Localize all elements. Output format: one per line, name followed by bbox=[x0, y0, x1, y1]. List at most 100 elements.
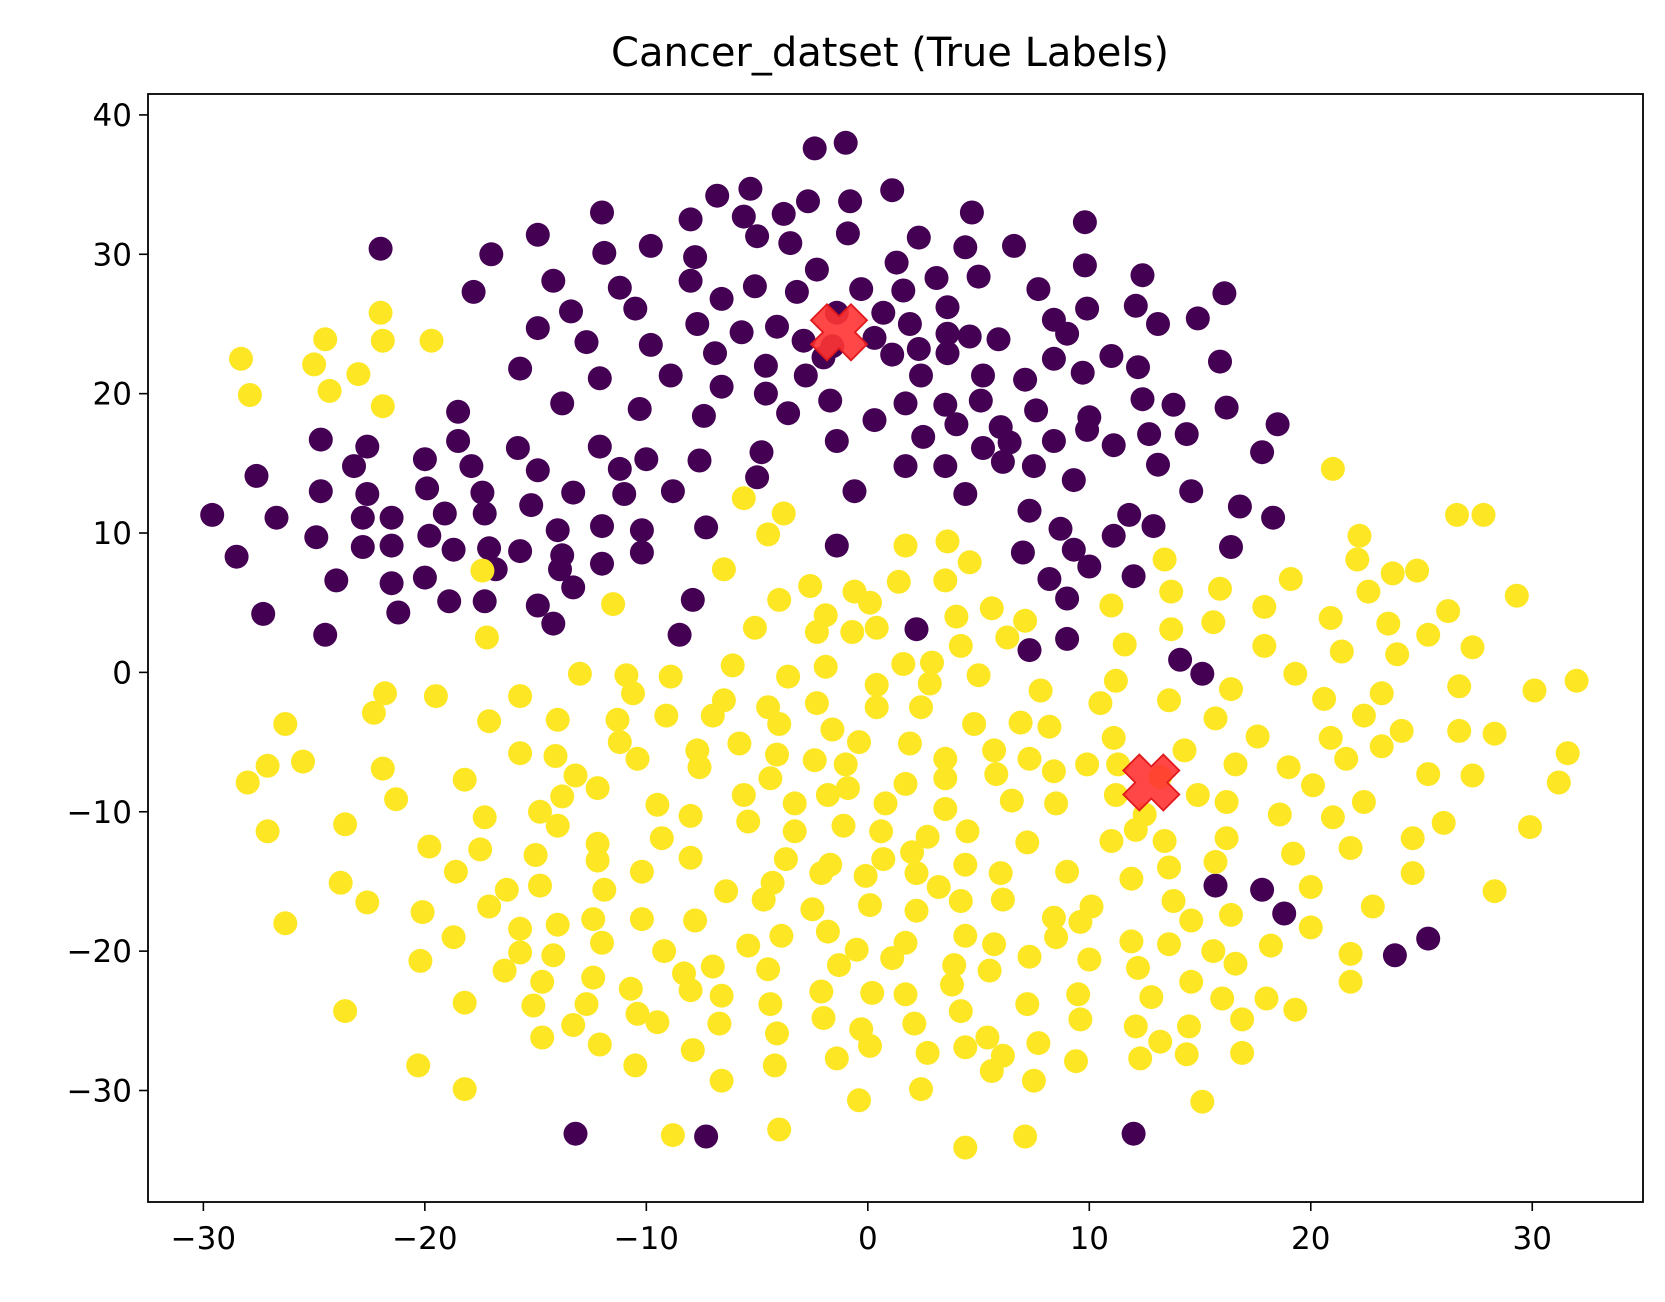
data-point bbox=[625, 1001, 650, 1026]
data-point bbox=[559, 299, 583, 324]
data-point bbox=[561, 1013, 586, 1037]
data-point bbox=[1117, 502, 1142, 527]
data-point bbox=[308, 479, 333, 504]
data-point bbox=[406, 1053, 431, 1078]
data-point bbox=[897, 731, 922, 756]
data-point bbox=[893, 771, 918, 796]
data-point bbox=[1072, 210, 1097, 235]
data-point bbox=[355, 890, 380, 915]
data-point bbox=[477, 536, 502, 561]
data-point bbox=[1123, 1014, 1148, 1039]
data-point bbox=[798, 574, 823, 598]
data-point bbox=[926, 875, 951, 899]
data-point bbox=[893, 982, 918, 1007]
data-point bbox=[1227, 494, 1252, 519]
data-point bbox=[1075, 752, 1100, 777]
data-point bbox=[962, 712, 987, 736]
data-point bbox=[472, 501, 497, 526]
data-point bbox=[1048, 516, 1073, 541]
data-point bbox=[472, 589, 497, 614]
data-point bbox=[1223, 951, 1248, 976]
data-point bbox=[687, 755, 712, 780]
data-point bbox=[1026, 277, 1051, 302]
data-point bbox=[1070, 360, 1095, 385]
data-point bbox=[638, 233, 663, 258]
data-point bbox=[953, 923, 978, 948]
data-point bbox=[1179, 479, 1204, 504]
data-point bbox=[417, 834, 442, 859]
data-point bbox=[541, 943, 566, 968]
data-point bbox=[891, 652, 916, 676]
y-tick-label: −30 bbox=[67, 1074, 132, 1110]
data-point bbox=[933, 392, 958, 417]
data-point bbox=[678, 845, 703, 870]
data-point bbox=[917, 671, 942, 696]
data-point bbox=[470, 558, 495, 583]
data-point bbox=[924, 266, 949, 290]
data-point bbox=[933, 746, 958, 771]
data-point bbox=[1283, 661, 1308, 686]
data-point bbox=[729, 320, 754, 345]
data-point bbox=[452, 767, 477, 792]
data-point bbox=[1002, 233, 1026, 258]
data-point bbox=[415, 476, 440, 501]
data-point bbox=[700, 954, 725, 979]
data-point bbox=[802, 748, 827, 773]
data-point bbox=[1099, 593, 1124, 618]
data-point bbox=[680, 587, 705, 612]
data-point bbox=[1281, 841, 1306, 866]
data-point bbox=[1482, 721, 1507, 746]
data-point bbox=[811, 1006, 836, 1030]
data-point bbox=[1172, 738, 1197, 763]
data-point bbox=[1121, 1121, 1146, 1146]
data-point bbox=[1376, 611, 1401, 636]
data-point bbox=[468, 837, 493, 862]
data-point bbox=[1190, 661, 1215, 686]
data-point bbox=[891, 278, 916, 303]
data-point bbox=[935, 321, 960, 346]
data-point bbox=[574, 330, 599, 355]
data-point bbox=[709, 286, 734, 311]
data-point bbox=[809, 861, 834, 886]
y-tick-label: 0 bbox=[112, 655, 132, 691]
data-point bbox=[1212, 281, 1237, 306]
data-point bbox=[1445, 502, 1469, 527]
data-point bbox=[731, 204, 756, 229]
y-axis: 40 30 20 10 0 −10 −20 −30 bbox=[67, 98, 148, 1110]
data-point bbox=[1008, 710, 1033, 735]
data-point bbox=[940, 972, 964, 997]
data-point bbox=[1017, 746, 1042, 771]
data-point bbox=[508, 741, 533, 766]
data-point bbox=[1431, 810, 1456, 835]
data-point bbox=[623, 296, 648, 321]
data-point bbox=[607, 275, 632, 300]
data-point bbox=[1152, 547, 1177, 572]
data-point bbox=[784, 279, 809, 304]
data-point bbox=[727, 731, 752, 756]
x-tick-label: −10 bbox=[614, 1221, 679, 1257]
data-point bbox=[625, 746, 650, 771]
data-point bbox=[864, 672, 889, 697]
data-point bbox=[1298, 915, 1323, 940]
data-point bbox=[933, 766, 958, 791]
data-point bbox=[1201, 610, 1226, 635]
data-point bbox=[966, 663, 991, 688]
data-point bbox=[492, 958, 517, 983]
data-point bbox=[769, 923, 794, 948]
data-point bbox=[1075, 417, 1100, 442]
x-tick-label: −20 bbox=[392, 1221, 457, 1257]
data-point bbox=[1013, 1124, 1038, 1149]
data-point bbox=[1230, 1007, 1255, 1032]
data-point bbox=[975, 1025, 1000, 1050]
y-tick-label: −10 bbox=[67, 795, 132, 831]
data-point bbox=[1130, 263, 1155, 288]
data-point bbox=[1201, 939, 1226, 964]
data-point bbox=[1041, 905, 1066, 930]
data-point bbox=[1061, 537, 1086, 562]
data-point bbox=[574, 992, 599, 1017]
data-point bbox=[590, 930, 614, 955]
data-point bbox=[563, 1121, 588, 1146]
data-point bbox=[1013, 608, 1038, 633]
data-point bbox=[251, 601, 276, 626]
data-point bbox=[968, 388, 993, 413]
